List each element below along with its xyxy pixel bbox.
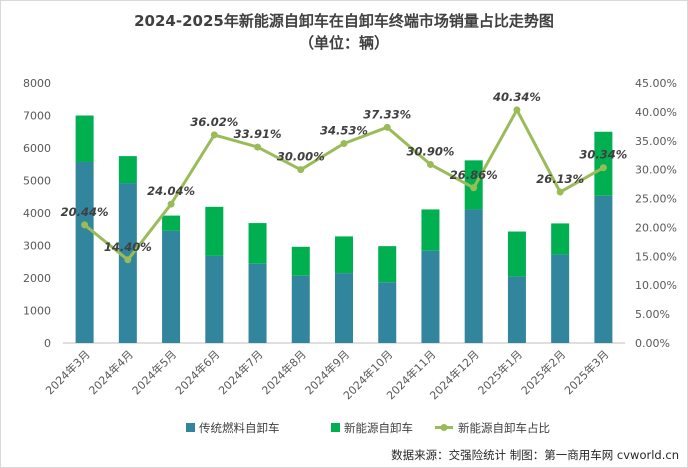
bar-traditional xyxy=(205,255,224,343)
bar-new-energy xyxy=(378,246,397,283)
bar-traditional xyxy=(162,230,181,343)
x-tick-label: 2024年4月 xyxy=(86,347,136,397)
legend-swatch xyxy=(186,423,195,432)
share-data-label: 26.86% xyxy=(450,168,498,182)
share-point xyxy=(383,123,391,131)
y-left-tick-label: 4000 xyxy=(23,207,51,220)
x-tick-label: 2025年2月 xyxy=(518,347,568,397)
y-right-tick-label: 20.00% xyxy=(635,221,677,234)
y-right-tick-label: 10.00% xyxy=(635,279,677,292)
share-data-label: 20.44% xyxy=(61,205,109,219)
y-right-tick-label: 0.00% xyxy=(635,337,670,350)
x-tick-label: 2025年1月 xyxy=(475,347,525,397)
share-point xyxy=(340,139,348,147)
y-right-tick-label: 45.00% xyxy=(635,77,677,90)
bar-new-energy xyxy=(421,209,440,251)
share-data-label: 33.91% xyxy=(234,127,282,141)
bar-traditional xyxy=(378,282,397,343)
share-point xyxy=(556,188,564,196)
y-left-tick-label: 1000 xyxy=(23,305,51,318)
y-left-tick-label: 5000 xyxy=(23,175,51,188)
legend-swatch xyxy=(331,423,340,432)
share-point xyxy=(297,166,305,174)
chart-subtitle: （单位：辆） xyxy=(298,34,389,52)
share-data-label: 24.04% xyxy=(147,184,195,198)
bar-new-energy xyxy=(291,246,310,276)
legend-label: 新能源自卸车 xyxy=(344,421,413,435)
bar-traditional xyxy=(335,273,353,343)
y-right-tick-label: 5.00% xyxy=(635,308,670,321)
bar-new-energy xyxy=(162,215,181,231)
bar-new-energy xyxy=(118,156,137,184)
bar-new-energy xyxy=(594,131,613,196)
y-right-tick-label: 15.00% xyxy=(635,250,677,263)
x-tick-label: 2024年7月 xyxy=(215,347,265,397)
share-data-label: 34.53% xyxy=(320,123,368,137)
bar-new-energy xyxy=(205,206,224,256)
bar-traditional xyxy=(594,195,613,343)
share-point xyxy=(81,221,89,229)
x-tick-label: 2025年3月 xyxy=(561,347,611,397)
y-right-tick-label: 25.00% xyxy=(635,193,677,206)
share-data-label: 14.40% xyxy=(104,240,152,254)
y-left-tick-label: 2000 xyxy=(23,272,51,285)
share-point xyxy=(210,131,218,139)
y-right-tick-label: 35.00% xyxy=(635,135,677,148)
legend-swatch-marker xyxy=(440,424,448,431)
bar-new-energy xyxy=(75,115,94,162)
x-tick-label: 2024年5月 xyxy=(129,347,179,397)
share-data-label: 36.02% xyxy=(190,115,238,129)
x-tick-label: 2024年8月 xyxy=(259,347,309,397)
share-point xyxy=(426,160,434,168)
bar-traditional xyxy=(421,250,440,343)
y-left-tick-label: 7000 xyxy=(23,110,51,123)
share-point xyxy=(254,143,262,151)
source-note: 数据来源：交强险统计 制图：第一商用车网 cvworld.cn xyxy=(391,448,679,462)
share-point xyxy=(124,256,132,264)
x-tick-label: 2024年3月 xyxy=(43,347,93,397)
share-point xyxy=(513,106,521,114)
y-left-tick-label: 3000 xyxy=(23,240,51,253)
y-left-tick-label: 6000 xyxy=(23,142,51,155)
y-left-tick-label: 8000 xyxy=(23,77,51,90)
bar-new-energy xyxy=(551,223,570,255)
share-data-label: 40.34% xyxy=(492,90,541,104)
bar-new-energy xyxy=(248,223,267,264)
bar-traditional xyxy=(291,275,310,343)
bar-traditional xyxy=(464,209,483,343)
legend-label: 传统燃料自卸车 xyxy=(199,421,280,435)
bar-traditional xyxy=(248,263,267,343)
chart-title: 2024-2025年新能源自卸车在自卸车终端市场销量占比走势图 xyxy=(134,12,554,30)
share-point xyxy=(470,184,478,192)
share-point xyxy=(167,200,175,208)
bar-traditional xyxy=(75,161,94,343)
bar-traditional xyxy=(551,254,570,343)
share-data-label: 30.90% xyxy=(407,144,455,158)
share-point xyxy=(599,164,607,172)
x-tick-label: 2024年6月 xyxy=(172,347,222,397)
bar-new-energy xyxy=(335,236,353,274)
bar-traditional xyxy=(507,276,526,343)
y-right-tick-label: 40.00% xyxy=(635,106,677,119)
share-data-label: 30.00% xyxy=(277,150,325,164)
bar-new-energy xyxy=(507,231,526,277)
y-right-tick-label: 30.00% xyxy=(635,164,677,177)
legend-label: 新能源自卸车占比 xyxy=(458,421,550,435)
share-data-label: 37.33% xyxy=(363,107,411,121)
y-left-tick-label: 0 xyxy=(44,337,51,350)
share-data-label: 30.34% xyxy=(579,148,627,162)
share-data-label: 26.13% xyxy=(536,172,584,186)
